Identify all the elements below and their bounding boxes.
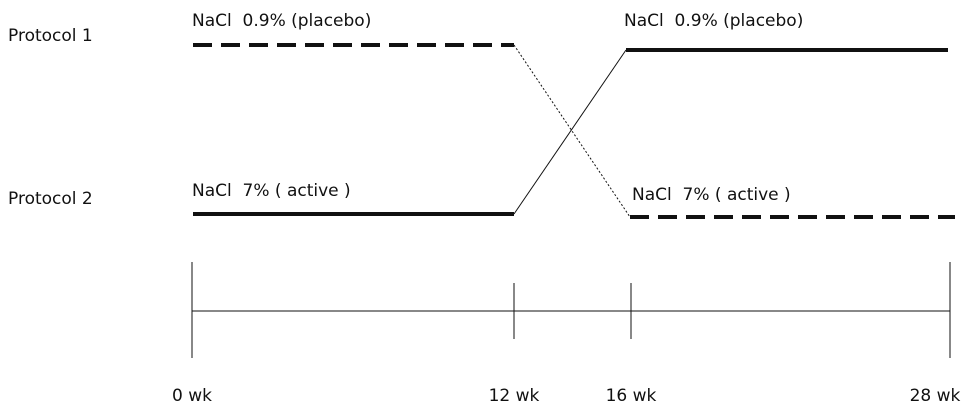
tick-label-12wk: 12 wk bbox=[489, 386, 540, 406]
active-crossover-line bbox=[513, 49, 627, 215]
protocol2-phase2-treatment: NaCl 7% ( active ) bbox=[632, 185, 791, 205]
protocol1-phase2-treatment: NaCl 0.9% (placebo) bbox=[624, 11, 803, 31]
tick-label-28wk: 28 wk bbox=[910, 386, 961, 406]
protocol-1-label: Protocol 1 bbox=[8, 26, 93, 46]
protocol-2-label: Protocol 2 bbox=[8, 189, 93, 209]
protocol2-phase1-treatment: NaCl 7% ( active ) bbox=[192, 181, 351, 201]
placebo-crossover-dotted-line bbox=[513, 44, 631, 218]
protocol1-phase1-treatment: NaCl 0.9% (placebo) bbox=[192, 11, 371, 31]
tick-label-0wk: 0 wk bbox=[172, 386, 212, 406]
tick-label-16wk: 16 wk bbox=[606, 386, 657, 406]
